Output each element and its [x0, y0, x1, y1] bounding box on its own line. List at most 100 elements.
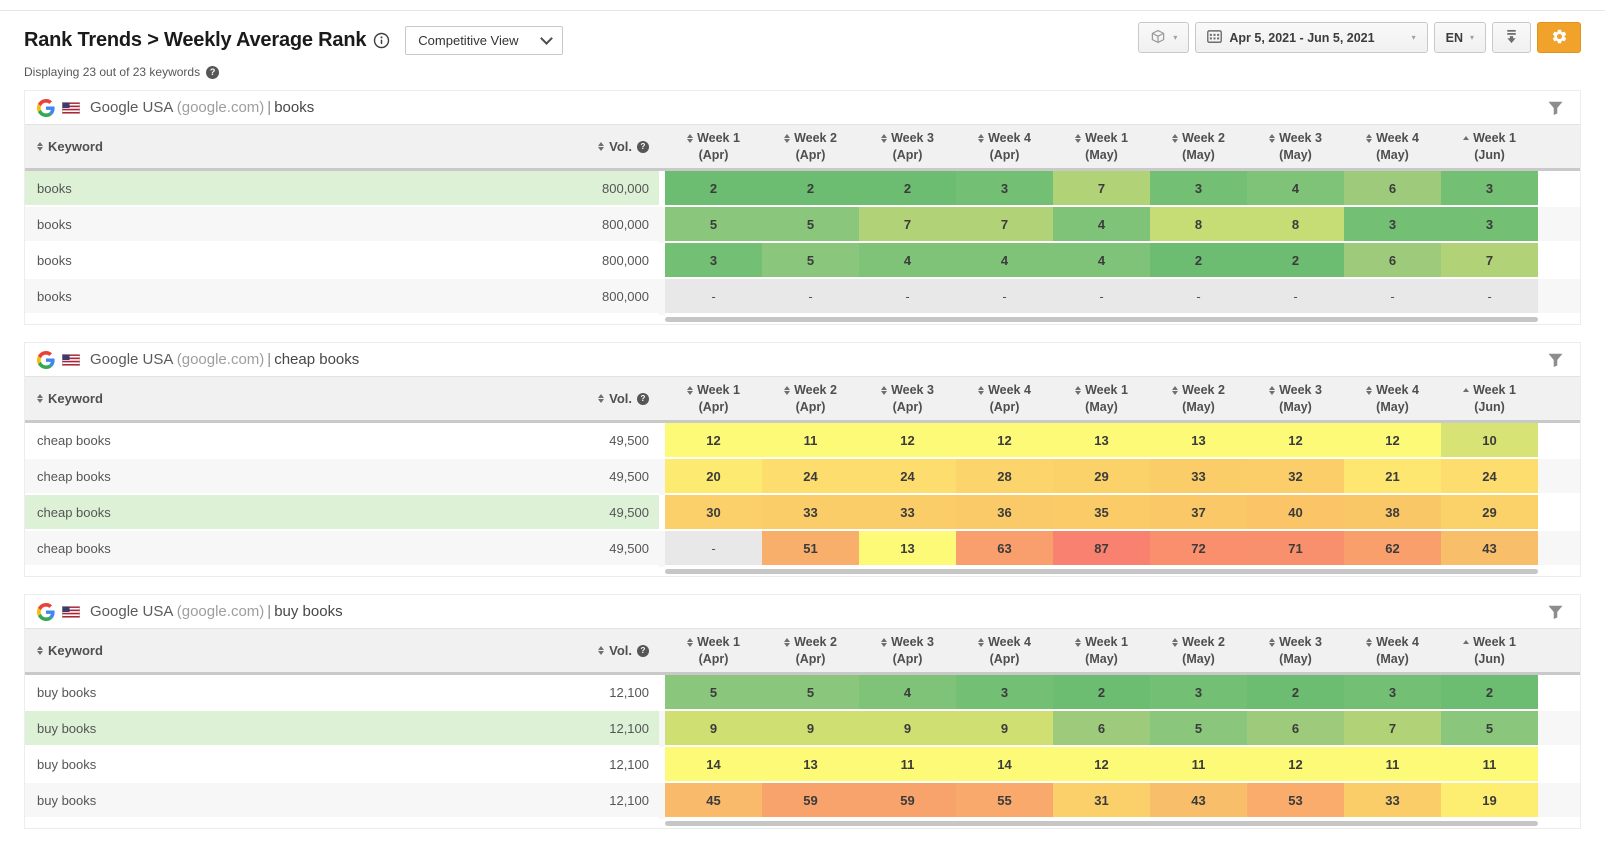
column-gap [659, 495, 665, 531]
week-column-header[interactable]: Week 1 (May) [1053, 125, 1150, 168]
rank-cell: 31 [1053, 783, 1150, 819]
download-button[interactable] [1492, 22, 1531, 53]
rank-cell: 36 [956, 495, 1053, 531]
help-icon[interactable]: ? [637, 644, 649, 657]
week-column-header[interactable]: Week 3 (Apr) [859, 377, 956, 420]
row-filler [1538, 495, 1580, 531]
rank-cell: 13 [1150, 423, 1247, 459]
table-row: books 800,000 3 5 4 4 4 2 2 6 7 [25, 243, 1580, 279]
week-month-label: (May) [1085, 399, 1118, 414]
week-column-header[interactable]: Week 3 (Apr) [859, 629, 956, 672]
week-column-header[interactable]: Week 4 (Apr) [956, 377, 1053, 420]
engine-domain: (google.com) [176, 351, 265, 368]
week-column-header[interactable]: Week 2 (Apr) [762, 377, 859, 420]
page-title: Rank Trends > Weekly Average Rank [24, 29, 367, 51]
volume-column-header[interactable]: Vol.? [564, 125, 659, 168]
keyword-column-header[interactable]: Keyword [25, 629, 564, 672]
table-row: books 800,000 2 2 2 3 7 3 4 6 3 [25, 171, 1580, 207]
week-column-header[interactable]: Week 2 (Apr) [762, 125, 859, 168]
week-column-header[interactable]: Week 3 (May) [1247, 125, 1344, 168]
package-icon [1150, 29, 1166, 47]
volume-cell: 49,500 [564, 459, 659, 495]
sort-asc-icon [1463, 640, 1470, 645]
rank-cell: 5 [1441, 711, 1538, 747]
row-filler [1538, 531, 1580, 567]
filter-icon[interactable] [1548, 605, 1568, 619]
week-column-header[interactable]: Week 1 (May) [1053, 377, 1150, 420]
table-row: cheap books 49,500 20 24 24 28 29 33 32 21 24 [25, 459, 1580, 495]
week-column-header[interactable]: Week 4 (Apr) [956, 629, 1053, 672]
filter-icon[interactable] [1548, 101, 1568, 115]
rank-cell: 63 [956, 531, 1053, 567]
week-column-header[interactable]: Week 3 (Apr) [859, 125, 956, 168]
week-column-header[interactable]: Week 2 (Apr) [762, 629, 859, 672]
rank-cell: 3 [1344, 207, 1441, 243]
week-column-header[interactable]: Week 4 (May) [1344, 629, 1441, 672]
volume-column-header[interactable]: Vol.? [564, 629, 659, 672]
volume-cell: 12,100 [564, 747, 659, 783]
week-column-header[interactable]: Week 1 (Jun) [1441, 125, 1538, 168]
keyword-column-header[interactable]: Keyword [25, 125, 564, 168]
column-gap [659, 531, 665, 567]
settings-button[interactable] [1537, 22, 1581, 53]
week-column-header[interactable]: Week 4 (May) [1344, 125, 1441, 168]
horizontal-scrollbar[interactable] [665, 569, 1538, 574]
horizontal-scrollbar[interactable] [665, 821, 1538, 826]
week-column-header[interactable]: Week 1 (Jun) [1441, 629, 1538, 672]
volume-cell: 12,100 [564, 675, 659, 711]
info-icon[interactable] [373, 32, 390, 49]
sort-both-icon [687, 385, 694, 396]
horizontal-scrollbar[interactable] [665, 317, 1538, 322]
rank-cell: 3 [1150, 675, 1247, 711]
toolbar: ▾ Apr 5, 2021 - Jun 5, 2021 ▾ EN ▾ [1138, 22, 1581, 53]
rank-cell: 30 [665, 495, 762, 531]
volume-column-header[interactable]: Vol.? [564, 377, 659, 420]
row-filler [1538, 207, 1580, 243]
rank-cell: 24 [859, 459, 956, 495]
tables-container: Google USA (google.com) | books Keyword Vol.… [0, 79, 1605, 829]
week-month-label: (Apr) [892, 399, 923, 414]
keyword-column-header[interactable]: Keyword [25, 377, 564, 420]
week-column-header[interactable]: Week 3 (May) [1247, 377, 1344, 420]
filter-icon[interactable] [1548, 353, 1568, 367]
week-column-header[interactable]: Week 2 (May) [1150, 377, 1247, 420]
sort-both-icon [1172, 385, 1179, 396]
week-column-header[interactable]: Week 4 (May) [1344, 377, 1441, 420]
package-dropdown-button[interactable]: ▾ [1138, 22, 1190, 53]
rank-cell: 24 [1441, 459, 1538, 495]
column-gap [659, 243, 665, 279]
sort-both-icon [1075, 133, 1082, 144]
rank-cell: 29 [1053, 459, 1150, 495]
week-column-header[interactable]: Week 1 (Apr) [665, 629, 762, 672]
rank-cell: 5 [762, 243, 859, 279]
week-column-header[interactable]: Week 1 (May) [1053, 629, 1150, 672]
week-column-header[interactable]: Week 1 (Apr) [665, 377, 762, 420]
week-column-header[interactable]: Week 3 (May) [1247, 629, 1344, 672]
help-icon[interactable]: ? [206, 65, 220, 79]
help-icon[interactable]: ? [637, 392, 649, 405]
week-label: Week 3 [891, 635, 934, 650]
rank-table-section: Google USA (google.com) | books Keyword Vol.… [24, 90, 1581, 325]
week-month-label: (Jun) [1474, 399, 1505, 414]
sort-both-icon [598, 393, 605, 404]
rank-cell: 62 [1344, 531, 1441, 567]
date-range-button[interactable]: Apr 5, 2021 - Jun 5, 2021 ▾ [1195, 22, 1428, 53]
rank-cell: 7 [956, 207, 1053, 243]
week-label: Week 2 [794, 131, 837, 146]
week-label: Week 4 [988, 131, 1031, 146]
view-selector-dropdown[interactable]: Competitive View [405, 26, 564, 55]
table-column-header-row: Keyword Vol.? Week 1 (Apr) Week 2 (Apr) Week 3… [25, 628, 1580, 675]
week-column-header[interactable]: Week 1 (Jun) [1441, 377, 1538, 420]
column-gap [659, 675, 665, 711]
language-button[interactable]: EN ▾ [1433, 22, 1486, 53]
week-column-header[interactable]: Week 4 (Apr) [956, 125, 1053, 168]
week-column-header[interactable]: Week 2 (May) [1150, 125, 1247, 168]
help-icon[interactable]: ? [637, 140, 649, 153]
header-filler [1538, 629, 1580, 672]
rank-cell: 43 [1441, 531, 1538, 567]
week-column-header[interactable]: Week 2 (May) [1150, 629, 1247, 672]
week-column-header[interactable]: Week 1 (Apr) [665, 125, 762, 168]
search-engine-name: Google USA [90, 351, 173, 368]
row-filler [1538, 783, 1580, 819]
rank-cell: 33 [1150, 459, 1247, 495]
